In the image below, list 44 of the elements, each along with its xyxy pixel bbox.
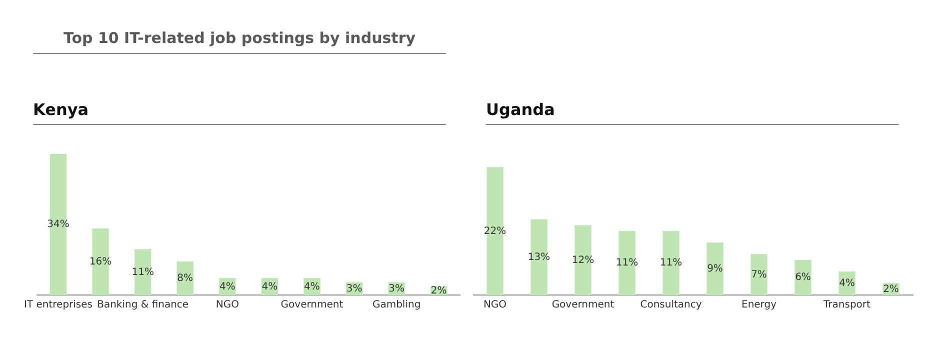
x-tick-label: Government <box>280 300 344 311</box>
bar <box>706 242 724 295</box>
x-tick-label: NGO <box>216 300 240 311</box>
x-tick-label: Consultancy <box>640 300 702 311</box>
bar <box>486 167 504 295</box>
data-label: 12% <box>572 254 594 266</box>
data-label: 16% <box>89 256 112 268</box>
bar <box>618 230 636 295</box>
data-label: 8% <box>177 273 194 284</box>
chart-title: Top 10 IT-related job postings by industry <box>33 29 446 54</box>
data-label: 4% <box>304 281 320 292</box>
bar <box>662 230 680 295</box>
data-label: 3% <box>346 283 362 294</box>
data-label: 4% <box>219 281 236 292</box>
bar <box>794 260 812 295</box>
data-label: 34% <box>47 219 70 230</box>
x-tick-label: IT entreprises <box>24 300 93 311</box>
data-label: 3% <box>388 283 405 294</box>
data-label: 22% <box>484 226 506 237</box>
chart-subtitle: Kenya <box>33 100 446 125</box>
data-label: 11% <box>660 258 682 269</box>
data-label: 4% <box>262 281 278 292</box>
bar <box>50 154 67 295</box>
x-tick-label: Energy <box>741 300 777 311</box>
x-tick-label: Transport <box>822 300 871 311</box>
data-label: 11% <box>616 258 638 269</box>
x-tick-label: Gambling <box>372 300 421 311</box>
x-tick-label: Banking & finance <box>97 300 189 311</box>
data-label: 2% <box>430 285 447 296</box>
x-tick-label: NGO <box>483 300 507 311</box>
chart-title: Uganda <box>486 100 899 125</box>
data-label: 2% <box>883 284 899 295</box>
data-label: 4% <box>839 278 855 289</box>
bar <box>574 225 592 295</box>
bar <box>134 249 152 295</box>
data-label: 9% <box>707 263 723 274</box>
data-label: 11% <box>132 266 154 278</box>
bar <box>92 228 109 295</box>
data-label: 7% <box>751 269 767 280</box>
x-tick-label: Government <box>552 300 614 311</box>
bar <box>750 254 768 295</box>
bar <box>530 219 548 295</box>
data-label: 13% <box>528 252 550 263</box>
data-label: 6% <box>795 272 811 284</box>
